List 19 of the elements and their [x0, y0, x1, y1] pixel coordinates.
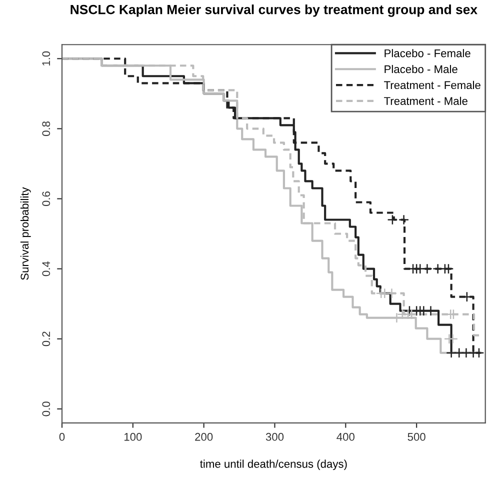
x-tick-label: 500 — [408, 432, 426, 441]
y-tick-label: 0.0 — [42, 402, 50, 416]
y-tick-label: 0.6 — [42, 192, 50, 206]
x-tick-label: 400 — [336, 432, 354, 441]
legend-label: Treatment - Female — [384, 80, 480, 90]
x-axis-title: time until death/census (days) — [200, 460, 347, 470]
y-tick-label: 0.2 — [42, 332, 50, 346]
x-tick-label: 200 — [195, 432, 213, 441]
y-tick-label: 0.4 — [42, 261, 50, 276]
y-tick-label: 1.0 — [42, 51, 50, 66]
legend-label: Placebo - Female — [384, 49, 470, 58]
legend-label: Placebo - Male — [384, 64, 458, 74]
legend-label: Treatment - Male — [384, 96, 468, 105]
y-axis-title: Survival probability — [20, 187, 31, 280]
x-tick-label: 300 — [266, 432, 284, 441]
y-tick-label: 0.8 — [42, 121, 50, 136]
x-tick-label: 0 — [59, 432, 65, 441]
chart-title: NSCLC Kaplan Meier survival curves by treatment group and sex — [70, 4, 478, 17]
x-tick-label: 100 — [124, 432, 142, 441]
